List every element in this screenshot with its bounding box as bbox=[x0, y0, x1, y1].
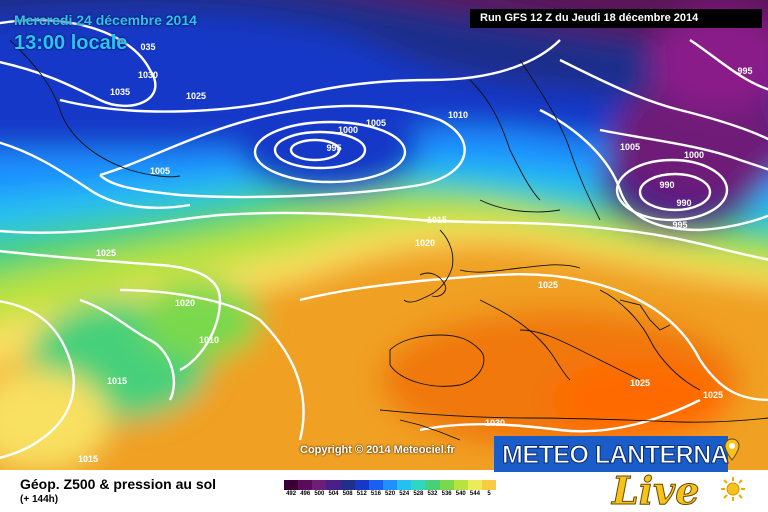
legend-swatch bbox=[368, 480, 383, 490]
geopotential-map: 035 1030 1035 1025 1000 1005 995 1010 1005 1015 10… bbox=[0, 0, 768, 470]
copyright-text: Copyright © 2014 Meteociel.fr bbox=[300, 444, 455, 456]
isobar-label: 1025 bbox=[186, 91, 206, 101]
isobar-label: 1010 bbox=[199, 335, 219, 345]
sun-icon bbox=[721, 477, 745, 501]
isobar-label: 1005 bbox=[620, 142, 640, 152]
legend-value: 540 bbox=[455, 491, 466, 497]
legend-value: 536 bbox=[441, 491, 452, 497]
logo-banner bbox=[494, 436, 728, 472]
coastlines bbox=[9, 39, 768, 441]
isobar-label: 990 bbox=[659, 180, 674, 190]
chart-subtitle: (+ 144h) bbox=[20, 494, 59, 505]
legend-value: 520 bbox=[385, 491, 396, 497]
legend-swatch bbox=[340, 480, 355, 490]
legend-swatch bbox=[411, 480, 426, 490]
isobar-label: 1005 bbox=[150, 166, 170, 176]
isobar-label: 990 bbox=[676, 198, 691, 208]
isobar-1030 bbox=[0, 18, 157, 108]
isobar-label: 995 bbox=[326, 143, 341, 153]
forecast-date: Mercredi 24 décembre 2014 bbox=[14, 12, 197, 28]
legend-value: 532 bbox=[427, 491, 438, 497]
legend-swatch bbox=[453, 480, 468, 490]
legend-swatch bbox=[467, 480, 482, 490]
isobar-label: 1000 bbox=[338, 125, 358, 135]
meteo-lanterna-logo: METEO LANTERNA Live bbox=[494, 436, 768, 512]
chart-title: Géop. Z500 & pression au sol bbox=[20, 476, 217, 492]
isobar-label: 1015 bbox=[427, 215, 447, 225]
color-legend: 492 496 500 504 508 512 516 520 524 528 532 536 540 5… bbox=[284, 480, 497, 498]
isobar-label: 1015 bbox=[78, 454, 98, 464]
logo-script: Live bbox=[611, 468, 700, 512]
isobar-label: 1030 bbox=[485, 418, 505, 428]
legend-value: 496 bbox=[300, 491, 311, 497]
legend-swatch bbox=[354, 480, 369, 490]
isobar-labels: 035 1030 1035 1025 1000 1005 995 1010 1005 1015 10… bbox=[78, 42, 753, 464]
isobar-label: 1005 bbox=[366, 118, 386, 128]
legend-value: 528 bbox=[413, 491, 424, 497]
forecast-time: 13:00 locale bbox=[14, 32, 128, 54]
isobar-label: 1010 bbox=[448, 110, 468, 120]
isobar-label: 1025 bbox=[703, 390, 723, 400]
legend-swatch bbox=[312, 480, 327, 490]
legend-value: 504 bbox=[328, 491, 339, 497]
legend-color-bar bbox=[284, 480, 497, 490]
isobar-label: 1025 bbox=[538, 280, 558, 290]
legend-value: 524 bbox=[399, 491, 410, 497]
isobar-label: 1015 bbox=[107, 376, 127, 386]
isobar-label: 1025 bbox=[630, 378, 650, 388]
footer-bar bbox=[0, 470, 768, 512]
isobar-label: 1025 bbox=[96, 248, 116, 258]
legend-swatch bbox=[425, 480, 440, 490]
legend-value: 512 bbox=[356, 491, 367, 497]
legend-value: 492 bbox=[286, 491, 297, 497]
isobar-label: 1020 bbox=[175, 298, 195, 308]
run-info: Run GFS 12 Z du Jeudi 18 décembre 2014 bbox=[470, 9, 762, 28]
isobar-label: 1000 bbox=[684, 150, 704, 160]
legend-swatch bbox=[284, 480, 299, 490]
map-pin-icon bbox=[724, 438, 740, 461]
legend-swatch bbox=[298, 480, 313, 490]
isobar-label: 035 bbox=[140, 42, 155, 52]
legend-value: 516 bbox=[370, 491, 381, 497]
isobar-label: 995 bbox=[737, 66, 752, 76]
legend-swatch bbox=[397, 480, 412, 490]
legend-value: 5 bbox=[487, 491, 491, 497]
legend-swatch bbox=[439, 480, 454, 490]
legend-value: 500 bbox=[314, 491, 325, 497]
legend-values: 492 496 500 504 508 512 516 520 524 528 532 536 540 5… bbox=[284, 491, 496, 497]
legend-swatch bbox=[481, 480, 497, 490]
isobar-label: 1035 bbox=[110, 87, 130, 97]
isobar-label: 1020 bbox=[415, 238, 435, 248]
isobars bbox=[0, 18, 768, 459]
logo-title: METEO LANTERNA bbox=[501, 441, 729, 470]
legend-swatch bbox=[382, 480, 398, 490]
isobar-label: 1030 bbox=[138, 70, 158, 80]
legend-value: 544 bbox=[469, 491, 480, 497]
legend-swatch bbox=[326, 480, 341, 490]
isobar-label: 995 bbox=[672, 220, 687, 230]
legend-value: 508 bbox=[342, 491, 353, 497]
